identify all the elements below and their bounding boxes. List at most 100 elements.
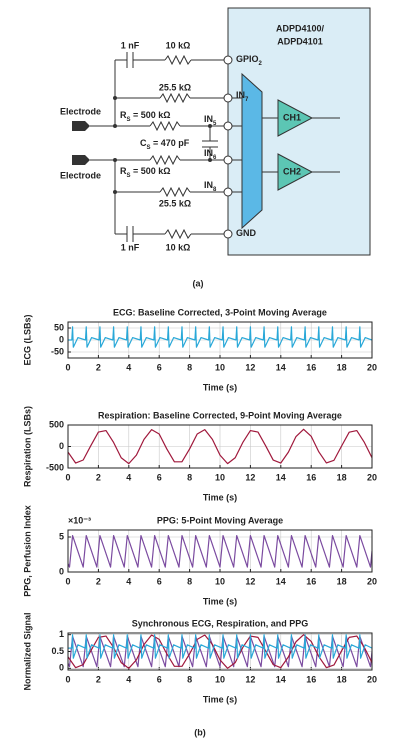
x-tick-label: 0 [65, 674, 70, 684]
label-part: C [140, 138, 147, 148]
pin-name: GND [236, 228, 257, 238]
resistor [159, 186, 191, 198]
junction [208, 124, 212, 128]
pin-label: IN8 [204, 180, 217, 192]
plot-frame [67, 424, 373, 469]
series-group [68, 326, 372, 348]
x-tick-label: 10 [215, 576, 225, 586]
x-tick-label: 2 [96, 362, 101, 372]
x-tick-label: 16 [306, 362, 316, 372]
y-tick-label: 500 [49, 419, 64, 429]
x-tick-label: 14 [276, 472, 286, 482]
x-tick-label: 18 [337, 674, 347, 684]
x-tick-label: 14 [276, 362, 286, 372]
line [68, 535, 372, 568]
pin [223, 55, 233, 65]
resistor [164, 54, 192, 66]
component-label: 10 kΩ [166, 242, 191, 252]
x-tick-label: 20 [367, 674, 377, 684]
wire [232, 97, 340, 193]
x-tick-label: 18 [337, 362, 347, 372]
y-tick-label: -50 [51, 346, 64, 356]
x-tick-label: 20 [367, 472, 377, 482]
pin-sub: 6 [213, 155, 217, 161]
wire [115, 226, 224, 242]
y-tick-label: 0 [59, 441, 64, 451]
pin [223, 155, 233, 165]
chart-title: ECG: Baseline Corrected, 3-Point Moving … [113, 307, 327, 317]
series-group [68, 634, 372, 669]
x-tick-label: 8 [187, 674, 192, 684]
y-axis-label: PPG, Perfusion Index [22, 505, 32, 597]
x-axis-label: Time (s) [203, 382, 237, 392]
x-tick-label: 8 [187, 472, 192, 482]
component-labels: 1 nF 10 kΩ 25.5 kΩ RS = 500 kΩ CS = 470 … [60, 40, 191, 252]
x-tick-label: 10 [215, 362, 225, 372]
y-tick-label: 0 [59, 334, 64, 344]
x-tick-label: 12 [245, 362, 255, 372]
pin-label: GND [236, 228, 257, 238]
x-tick-label: 18 [337, 472, 347, 482]
label-sub: S [127, 117, 131, 123]
x-tick-label: 16 [306, 472, 316, 482]
y-axis-label: ECG (LSBs) [22, 314, 32, 365]
series-group [68, 535, 372, 568]
x-tick-label: 6 [157, 362, 162, 372]
x-tick-label: 6 [157, 674, 162, 684]
x-tick-label: 4 [126, 362, 131, 372]
x-tick-label: 4 [126, 674, 131, 684]
x-tick-label: 12 [245, 576, 255, 586]
series-group [68, 428, 372, 465]
label-sub: S [147, 145, 151, 151]
pin-label: GPIO2 [236, 54, 263, 66]
junction [113, 190, 117, 194]
component-label: 25.5 kΩ [159, 82, 191, 92]
amplifier [277, 99, 314, 137]
y-axis-label: Respiration (LSBs) [22, 406, 32, 487]
x-tick-label: 20 [367, 576, 377, 586]
x-tick-label: 14 [276, 674, 286, 684]
pin-name: IN [204, 148, 213, 158]
electrode-label: Electrode [60, 106, 101, 116]
pin-label: IN5 [204, 114, 217, 126]
pin-label: IN6 [204, 148, 217, 160]
chart-title: Synchronous ECG, Respiration, and PPG [132, 618, 309, 628]
electrode-connector [72, 155, 90, 165]
label-sub: S [127, 173, 131, 179]
x-tick-label: 16 [306, 576, 316, 586]
x-tick-label: 16 [306, 674, 316, 684]
x-tick-label: 4 [126, 576, 131, 586]
component-label: RS = 500 kΩ [120, 166, 171, 178]
resistor [159, 92, 191, 104]
label-part: = 470 pF [151, 138, 190, 148]
pin [223, 187, 233, 197]
channel-label: CH1 [283, 112, 301, 122]
y-tick-label: -500 [46, 462, 64, 472]
y-tick-label: 5 [59, 531, 64, 541]
component-label: 1 nF [121, 242, 140, 252]
component-label: 1 nF [121, 40, 140, 50]
plot-frame [67, 632, 373, 671]
x-tick-label: 6 [157, 576, 162, 586]
junction [113, 124, 117, 128]
component-label: CS = 470 pF [140, 138, 190, 150]
y-tick-label: 1 [59, 629, 64, 639]
pins [223, 55, 233, 239]
pin-labels: GPIO2 IN7 IN5 IN6 IN8 GND [204, 54, 263, 238]
pin-sub: 5 [213, 121, 217, 127]
x-tick-label: 8 [187, 362, 192, 372]
y-tick-label: 0 [59, 663, 64, 673]
chart-title: PPG: 5-Point Moving Average [157, 515, 283, 525]
x-tick-label: 10 [215, 674, 225, 684]
line [68, 428, 372, 465]
wire [90, 125, 224, 161]
mux [241, 72, 263, 230]
label-part: = 500 kΩ [131, 166, 171, 176]
x-tick-label: 0 [65, 472, 70, 482]
line [68, 326, 372, 348]
y-axis-label: Normalized Signal [22, 612, 32, 690]
label-part: R [120, 110, 127, 120]
x-tick-label: 20 [367, 362, 377, 372]
label-part: = 500 kΩ [131, 110, 171, 120]
y-tick-label: 0.5 [51, 646, 64, 656]
